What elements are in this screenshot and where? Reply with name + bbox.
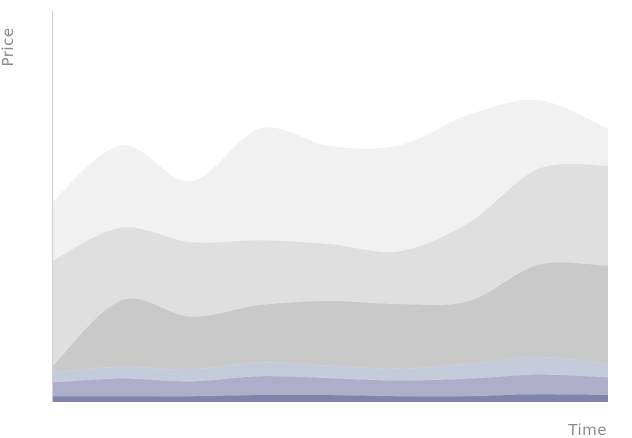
area-series-1 xyxy=(52,394,608,402)
area-series-2 xyxy=(52,374,608,397)
y-axis-title: Price xyxy=(0,27,17,66)
area-series-3 xyxy=(52,356,608,383)
area-series-4 xyxy=(52,262,608,373)
area-series-group xyxy=(52,99,608,402)
area-series-6 xyxy=(52,99,608,261)
x-axis-title: Time xyxy=(567,421,607,438)
area-series-5 xyxy=(52,163,608,367)
